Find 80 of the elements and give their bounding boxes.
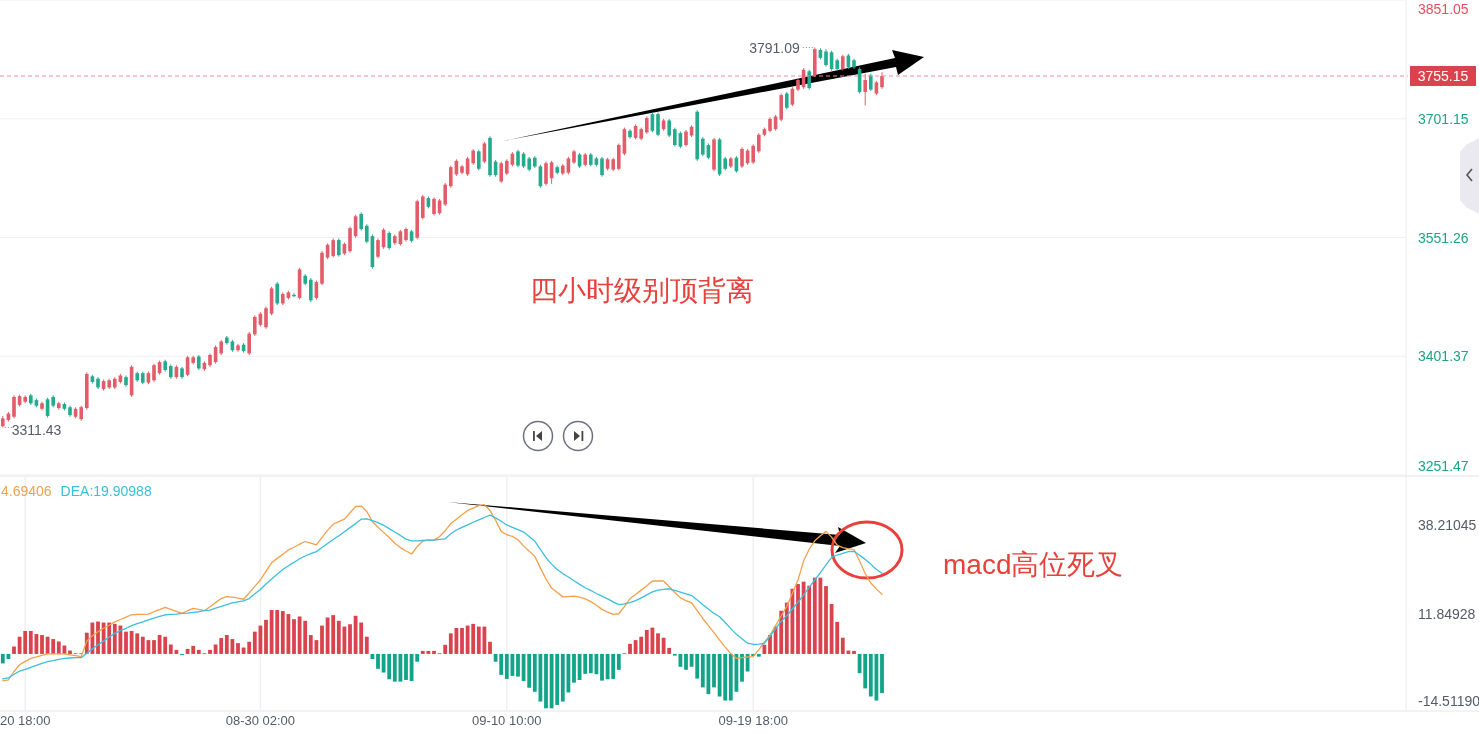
bar <box>376 653 380 669</box>
bar <box>796 584 800 654</box>
bar <box>404 653 408 680</box>
bar <box>488 641 492 654</box>
bar <box>0 653 5 664</box>
bar <box>320 625 324 654</box>
y-tick-label: 3251.47 <box>1418 458 1469 474</box>
bar <box>208 649 212 654</box>
bar <box>420 650 425 654</box>
bar <box>12 646 16 654</box>
text: DEA:19.90988 <box>60 483 152 499</box>
annotation: 3791.09 <box>749 39 801 56</box>
bar <box>756 653 761 657</box>
annotation: 3311.43 <box>11 422 62 439</box>
x-tick-label: 09-10 10:00 <box>472 713 542 728</box>
y-tick-label: 3551.26 <box>1418 229 1469 246</box>
y-tick-label: 3401.37 <box>1418 348 1469 365</box>
bar <box>868 653 873 697</box>
bar <box>768 635 772 654</box>
bar <box>728 653 733 701</box>
bar <box>96 621 100 654</box>
bar <box>684 653 688 670</box>
bar <box>880 653 884 694</box>
annotation: 四小时级别顶背离 <box>530 275 754 306</box>
y-tick-label: -14.51190 <box>1418 693 1479 709</box>
bar <box>112 623 117 654</box>
bar <box>852 650 856 654</box>
bar <box>140 636 145 654</box>
y-tick-label: 11.84928 <box>1418 605 1476 622</box>
bar <box>812 577 817 654</box>
bar <box>432 650 436 654</box>
bar <box>516 653 520 677</box>
bar <box>532 653 537 692</box>
bar <box>336 620 341 654</box>
bar <box>168 644 173 654</box>
x-tick-label: 09-19 18:00 <box>718 713 788 728</box>
bar <box>152 640 156 654</box>
bar <box>712 653 716 688</box>
bar <box>644 629 649 654</box>
bar <box>840 637 845 654</box>
bar <box>40 635 44 654</box>
bar <box>628 643 632 654</box>
bar <box>124 631 128 654</box>
x-tick-label: 20 18:00 <box>0 713 51 728</box>
bar <box>740 653 744 682</box>
bar <box>28 630 33 654</box>
y-tick-label: 38.21045 <box>1418 516 1477 533</box>
bar <box>616 653 621 670</box>
ref-line-label: 3755.15 <box>1417 67 1469 84</box>
bar <box>224 635 229 654</box>
bar <box>364 636 369 654</box>
bar <box>196 649 201 654</box>
bar <box>476 626 481 654</box>
text: 4.69406 <box>1 483 52 499</box>
bar <box>784 602 789 654</box>
bar <box>292 619 296 654</box>
bar <box>544 653 548 709</box>
bar <box>656 633 660 654</box>
bar <box>700 653 705 688</box>
bar <box>588 653 593 674</box>
bar <box>572 653 576 683</box>
bar <box>504 653 509 679</box>
bar <box>392 653 397 682</box>
bar <box>56 641 61 654</box>
bar <box>252 631 257 654</box>
bar <box>348 624 352 654</box>
y-tick-label: 3701.15 <box>1418 110 1469 127</box>
text: macd高位死叉 <box>943 549 1124 580</box>
bar <box>448 633 453 654</box>
bar <box>236 643 240 654</box>
y-tick-label: 3851.05 <box>1418 1 1469 17</box>
bar <box>600 653 604 681</box>
bar <box>308 635 313 654</box>
bar <box>264 619 268 654</box>
bar <box>560 653 565 702</box>
bar <box>280 611 285 654</box>
bar <box>460 627 464 654</box>
bar <box>824 586 828 654</box>
bar <box>68 650 72 654</box>
x-tick-label: 08-30 02:00 <box>225 713 296 728</box>
